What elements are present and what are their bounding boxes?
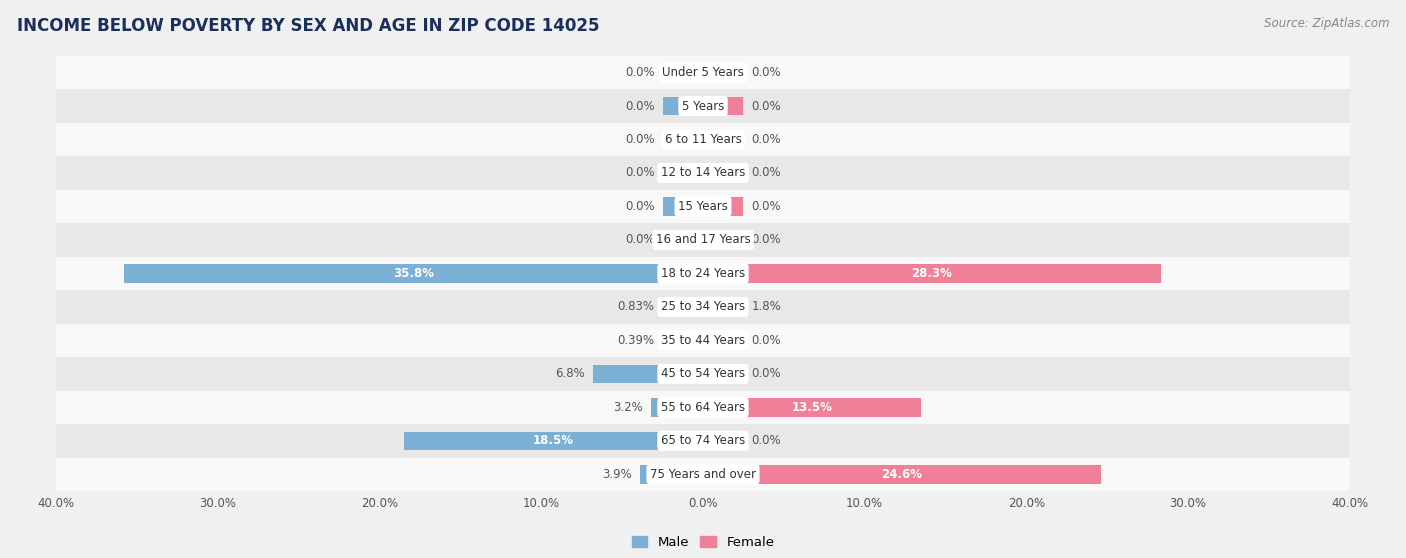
- Bar: [56, 190, 1350, 223]
- Bar: [703, 97, 744, 115]
- Text: 0.0%: 0.0%: [752, 99, 782, 113]
- Text: 13.5%: 13.5%: [792, 401, 832, 414]
- Bar: [703, 63, 744, 81]
- Text: 0.0%: 0.0%: [624, 66, 654, 79]
- Text: 0.39%: 0.39%: [617, 334, 654, 347]
- Bar: [662, 298, 703, 316]
- Text: 45 to 54 Years: 45 to 54 Years: [661, 367, 745, 381]
- Bar: [56, 89, 1350, 123]
- Bar: [56, 458, 1350, 491]
- Text: 0.0%: 0.0%: [624, 233, 654, 247]
- Bar: [703, 432, 744, 450]
- Bar: [662, 331, 703, 349]
- Bar: [124, 264, 703, 282]
- Bar: [703, 331, 744, 349]
- Bar: [703, 164, 744, 182]
- Text: 65 to 74 Years: 65 to 74 Years: [661, 434, 745, 448]
- Bar: [703, 231, 744, 249]
- Text: 0.0%: 0.0%: [624, 200, 654, 213]
- Bar: [640, 465, 703, 483]
- Bar: [662, 130, 703, 148]
- Text: 0.0%: 0.0%: [752, 200, 782, 213]
- Bar: [703, 197, 744, 215]
- Bar: [56, 56, 1350, 89]
- Bar: [662, 97, 703, 115]
- Text: 12 to 14 Years: 12 to 14 Years: [661, 166, 745, 180]
- Bar: [593, 365, 703, 383]
- Bar: [56, 257, 1350, 290]
- Bar: [56, 391, 1350, 424]
- Text: 18 to 24 Years: 18 to 24 Years: [661, 267, 745, 280]
- Bar: [56, 424, 1350, 458]
- Bar: [703, 465, 1101, 483]
- Legend: Male, Female: Male, Female: [626, 531, 780, 554]
- Text: 0.0%: 0.0%: [752, 367, 782, 381]
- Text: 15 Years: 15 Years: [678, 200, 728, 213]
- Text: 0.0%: 0.0%: [624, 133, 654, 146]
- Text: 0.83%: 0.83%: [617, 300, 654, 314]
- Bar: [703, 130, 744, 148]
- Text: 3.9%: 3.9%: [602, 468, 631, 481]
- Text: 24.6%: 24.6%: [882, 468, 922, 481]
- Text: 35 to 44 Years: 35 to 44 Years: [661, 334, 745, 347]
- Text: Under 5 Years: Under 5 Years: [662, 66, 744, 79]
- Bar: [703, 264, 1160, 282]
- Text: 55 to 64 Years: 55 to 64 Years: [661, 401, 745, 414]
- Bar: [56, 290, 1350, 324]
- Text: 25 to 34 Years: 25 to 34 Years: [661, 300, 745, 314]
- Bar: [404, 432, 703, 450]
- Text: 6.8%: 6.8%: [555, 367, 585, 381]
- Bar: [56, 123, 1350, 156]
- Text: Source: ZipAtlas.com: Source: ZipAtlas.com: [1264, 17, 1389, 30]
- Bar: [703, 398, 921, 416]
- Text: 0.0%: 0.0%: [752, 434, 782, 448]
- Bar: [703, 365, 744, 383]
- Bar: [56, 156, 1350, 190]
- Bar: [662, 164, 703, 182]
- Text: 0.0%: 0.0%: [752, 133, 782, 146]
- Text: 0.0%: 0.0%: [752, 334, 782, 347]
- Text: INCOME BELOW POVERTY BY SEX AND AGE IN ZIP CODE 14025: INCOME BELOW POVERTY BY SEX AND AGE IN Z…: [17, 17, 599, 35]
- Text: 0.0%: 0.0%: [752, 166, 782, 180]
- Text: 1.8%: 1.8%: [752, 300, 782, 314]
- Text: 16 and 17 Years: 16 and 17 Years: [655, 233, 751, 247]
- Text: 0.0%: 0.0%: [624, 166, 654, 180]
- Text: 0.0%: 0.0%: [752, 233, 782, 247]
- Bar: [56, 357, 1350, 391]
- Bar: [662, 63, 703, 81]
- Bar: [662, 231, 703, 249]
- Text: 5 Years: 5 Years: [682, 99, 724, 113]
- Bar: [651, 398, 703, 416]
- Text: 35.8%: 35.8%: [394, 267, 434, 280]
- Bar: [703, 298, 744, 316]
- Bar: [662, 197, 703, 215]
- Bar: [56, 223, 1350, 257]
- Text: 3.2%: 3.2%: [613, 401, 643, 414]
- Text: 0.0%: 0.0%: [752, 66, 782, 79]
- Text: 0.0%: 0.0%: [624, 99, 654, 113]
- Text: 18.5%: 18.5%: [533, 434, 574, 448]
- Text: 75 Years and over: 75 Years and over: [650, 468, 756, 481]
- Text: 6 to 11 Years: 6 to 11 Years: [665, 133, 741, 146]
- Text: 28.3%: 28.3%: [911, 267, 952, 280]
- Bar: [56, 324, 1350, 357]
